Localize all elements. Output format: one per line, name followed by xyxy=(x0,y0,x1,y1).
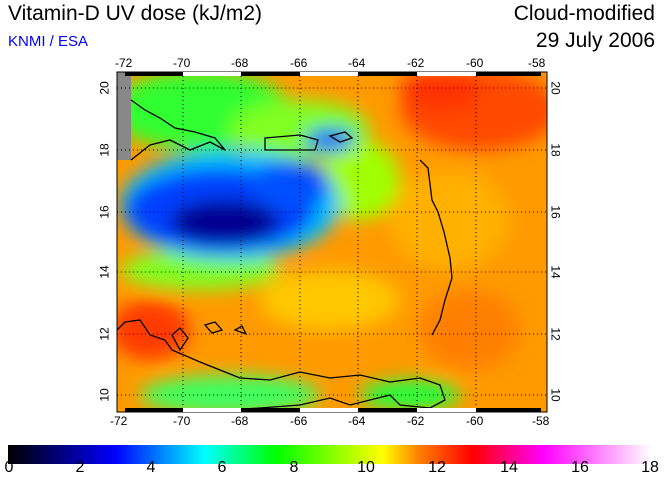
lon-tick-bottom: -64 xyxy=(348,414,366,428)
lon-tick-bottom: -70 xyxy=(173,414,191,428)
coastlines xyxy=(117,99,453,412)
lat-tick-left: 18 xyxy=(97,143,112,157)
mode-label: Cloud-modified xyxy=(513,2,655,25)
lat-tick-left: 16 xyxy=(97,205,112,219)
colorbar-label: 6 xyxy=(217,459,227,476)
colorbar-label: 10 xyxy=(357,459,375,476)
lon-tick-bottom: -68 xyxy=(231,414,249,428)
lon-tick-top: -66 xyxy=(290,56,308,70)
lon-tick-top: -60 xyxy=(466,56,484,70)
no-data-area xyxy=(117,72,131,160)
colorbar-label: 16 xyxy=(571,459,589,476)
lon-tick-bottom: -60 xyxy=(466,414,484,428)
colorbar-label: 14 xyxy=(500,459,518,476)
map-title: Vitamin-D UV dose (kJ/m2) xyxy=(8,2,263,25)
lat-tick-right: 12 xyxy=(548,327,563,341)
lon-tick-top: -72 xyxy=(115,56,133,70)
colorbar xyxy=(8,445,651,464)
lat-tick-right: 16 xyxy=(548,205,563,219)
dose-field xyxy=(117,72,547,412)
lon-tick-bottom: -62 xyxy=(407,414,425,428)
lat-tick-left: 14 xyxy=(97,265,112,279)
lon-tick-top: -62 xyxy=(407,56,425,70)
colorbar-label: 0 xyxy=(4,459,14,476)
colorbar-label: 8 xyxy=(289,459,299,476)
date-label: 29 July 2006 xyxy=(535,29,655,52)
lon-tick-top: -68 xyxy=(231,56,249,70)
lat-tick-left: 10 xyxy=(97,388,112,402)
credit-label: KNMI / ESA xyxy=(8,33,89,50)
map-frame xyxy=(116,71,548,413)
uv-dose-map xyxy=(116,71,548,413)
lat-tick-left: 20 xyxy=(97,81,112,95)
colorbar-label: 4 xyxy=(146,459,156,476)
colorbar-label: 18 xyxy=(641,459,659,476)
lon-tick-top: -70 xyxy=(173,56,191,70)
lat-tick-right: 18 xyxy=(548,143,563,157)
colorbar-label: 2 xyxy=(75,459,85,476)
lon-tick-bottom: -72 xyxy=(110,414,128,428)
graticule xyxy=(117,72,547,412)
colorbar-label: 12 xyxy=(428,459,446,476)
lat-tick-right: 14 xyxy=(548,265,563,279)
lon-tick-bottom: -66 xyxy=(290,414,308,428)
lat-tick-left: 12 xyxy=(97,327,112,341)
lon-tick-top: -58 xyxy=(528,56,546,70)
lon-tick-top: -64 xyxy=(348,56,366,70)
lat-tick-right: 10 xyxy=(548,388,563,402)
lon-tick-bottom: -58 xyxy=(532,414,550,428)
lat-tick-right: 20 xyxy=(548,81,563,95)
